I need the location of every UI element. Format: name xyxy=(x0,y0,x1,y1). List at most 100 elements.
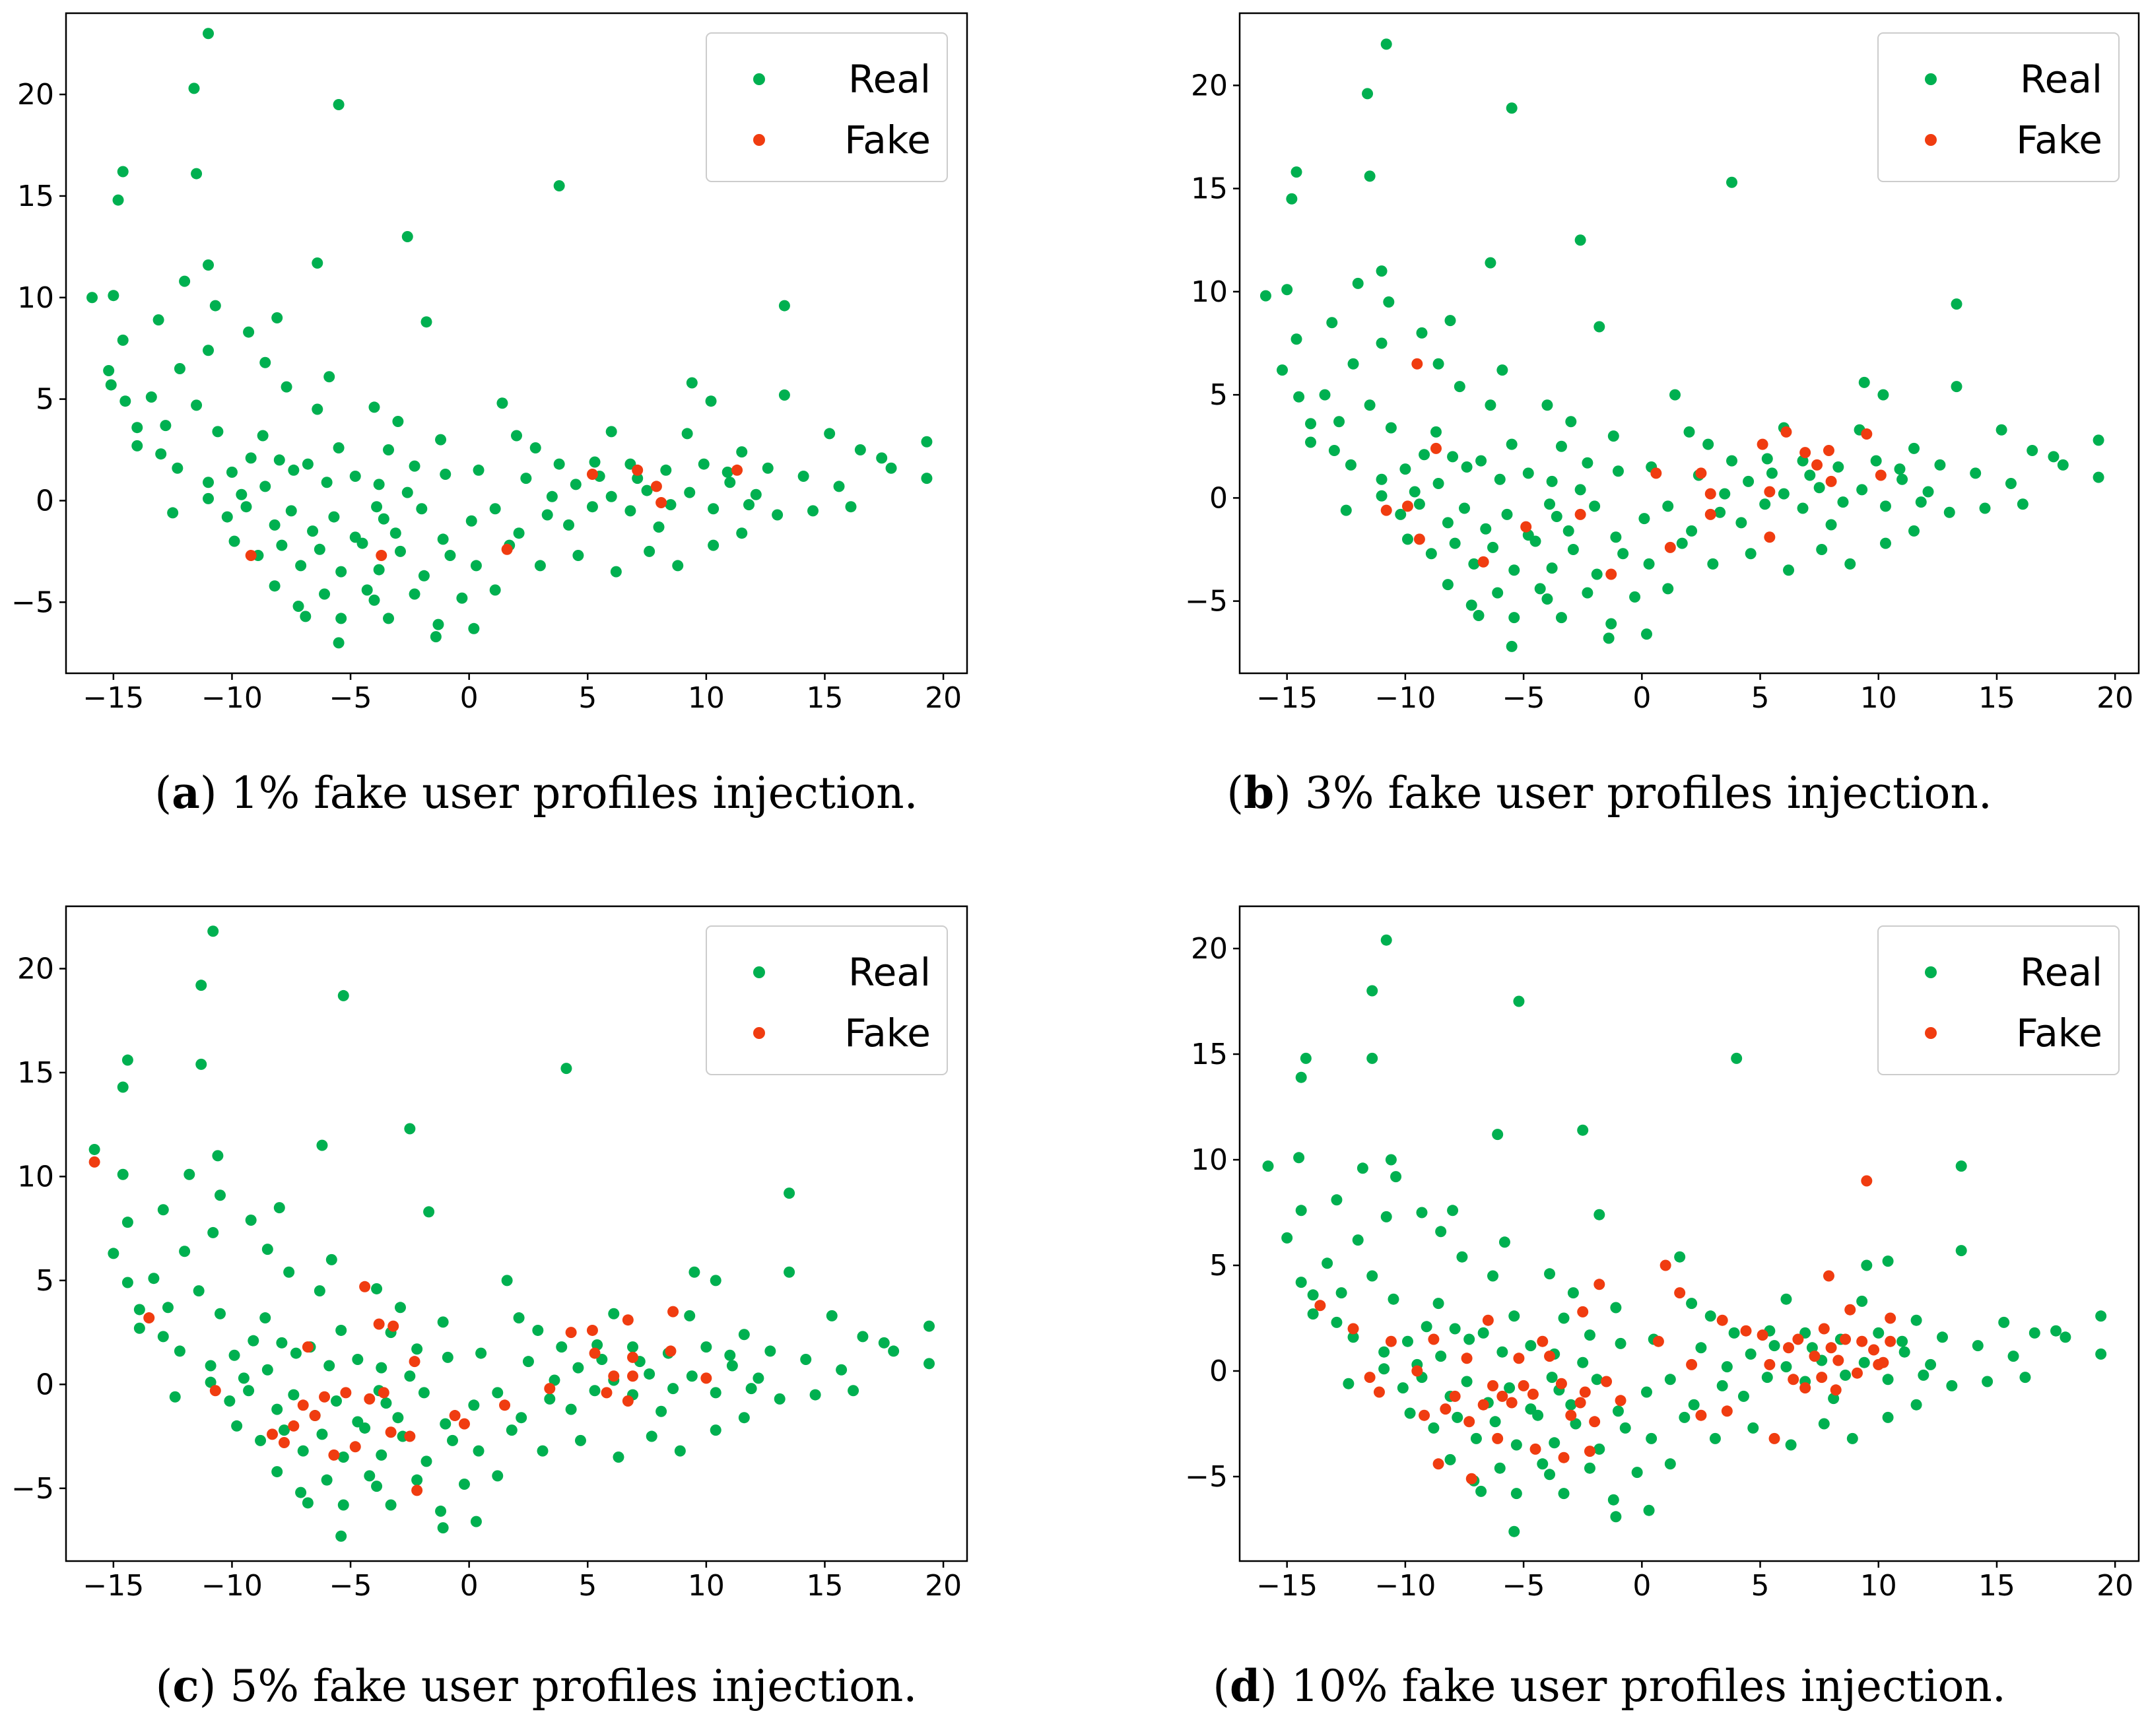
real-point xyxy=(700,1341,712,1353)
fake-point xyxy=(1844,1304,1856,1316)
real-point xyxy=(203,345,215,356)
fake-point xyxy=(665,1345,677,1357)
real-point xyxy=(255,1434,267,1446)
real-point xyxy=(1444,315,1456,327)
series-real xyxy=(1259,38,2104,652)
real-point xyxy=(556,1341,568,1353)
real-point xyxy=(2095,1310,2107,1322)
fake-point xyxy=(1885,1312,1896,1324)
real-point xyxy=(1719,488,1731,500)
real-point xyxy=(86,292,98,304)
real-point xyxy=(337,1499,349,1511)
real-point xyxy=(589,456,601,468)
real-point xyxy=(269,580,281,592)
real-point xyxy=(724,1349,736,1361)
real-point xyxy=(1404,1407,1416,1419)
real-point xyxy=(1995,424,2007,436)
real-point xyxy=(195,980,207,991)
fake-point xyxy=(1430,442,1442,454)
real-point xyxy=(290,1347,302,1359)
real-point xyxy=(708,503,720,515)
legend-real-marker xyxy=(1925,966,1937,978)
real-point xyxy=(686,377,698,389)
caption-c: (c) 5% fake user profiles injection. xyxy=(155,1660,918,1712)
real-point xyxy=(323,371,335,383)
legend-fake-label: Fake xyxy=(844,1011,931,1055)
real-point xyxy=(1295,1071,1307,1083)
real-point xyxy=(465,515,477,527)
fake-point xyxy=(1518,1380,1529,1391)
fake-point xyxy=(1529,1443,1541,1455)
y-tick-label: 10 xyxy=(1191,1143,1228,1177)
fake-point xyxy=(1823,1270,1834,1282)
real-point xyxy=(1574,234,1586,246)
real-point xyxy=(1970,467,1982,479)
real-point xyxy=(1328,445,1340,456)
real-point xyxy=(1522,467,1534,479)
real-point xyxy=(121,1054,133,1066)
real-point xyxy=(1731,1052,1743,1064)
real-point xyxy=(1508,1310,1520,1322)
real-point xyxy=(259,1312,271,1324)
x-tick-label: 5 xyxy=(1751,681,1770,715)
real-point xyxy=(710,1275,721,1286)
real-point xyxy=(1951,381,1962,393)
real-point xyxy=(383,613,395,624)
real-point xyxy=(1577,1356,1589,1368)
fake-point xyxy=(1825,475,1837,487)
x-tick-label: −15 xyxy=(83,681,144,715)
chart-panel-b: −15 −10 −5 0 5 10 15 20 −5 0 5 10 15 20 Real Fake (b) 3… xyxy=(1073,0,2146,868)
real-point xyxy=(1461,461,1473,473)
real-point xyxy=(1432,478,1444,489)
real-point xyxy=(1780,1361,1792,1373)
real-point xyxy=(2093,471,2104,483)
real-point xyxy=(1946,1380,1958,1391)
fake-point xyxy=(1432,1458,1444,1470)
real-point xyxy=(385,1499,397,1511)
fake-point xyxy=(1861,1175,1873,1187)
real-point xyxy=(1894,463,1906,475)
real-point xyxy=(655,1405,667,1417)
chart-panel-c: −15 −10 −5 0 5 10 15 20 −5 0 5 10 15 20 Real Fake (c) 5… xyxy=(0,868,1073,1736)
real-point xyxy=(411,1343,423,1355)
real-point xyxy=(1385,422,1397,434)
real-point xyxy=(1629,591,1641,603)
real-point xyxy=(572,550,584,562)
real-point xyxy=(203,492,215,504)
real-point xyxy=(1421,1321,1432,1333)
real-point xyxy=(1326,317,1338,329)
real-point xyxy=(1293,391,1305,403)
real-point xyxy=(1473,610,1485,621)
real-point xyxy=(160,420,172,432)
real-point xyxy=(745,1383,757,1395)
real-point xyxy=(430,631,442,643)
series-fake xyxy=(1380,358,1887,580)
real-point xyxy=(133,1322,145,1334)
real-point xyxy=(736,527,748,539)
fake-point xyxy=(622,1314,634,1326)
real-point xyxy=(152,314,164,326)
real-point xyxy=(1591,568,1603,580)
real-point xyxy=(1972,1340,1984,1352)
real-point xyxy=(1380,1211,1392,1222)
fake-point xyxy=(373,1318,385,1330)
y-tick-label: 0 xyxy=(1209,481,1228,515)
real-point xyxy=(1747,1422,1759,1434)
real-point xyxy=(1343,1378,1355,1389)
fake-point xyxy=(1799,1382,1811,1394)
real-point xyxy=(1643,1504,1655,1516)
real-point xyxy=(325,1253,337,1265)
real-point xyxy=(1662,500,1674,512)
real-point xyxy=(1335,1287,1347,1299)
real-point xyxy=(1951,298,1962,310)
y-tick-label: 5 xyxy=(1209,378,1228,412)
real-point xyxy=(1631,1467,1643,1479)
real-point xyxy=(1785,1439,1797,1451)
real-point xyxy=(1331,1316,1343,1328)
series-fake xyxy=(88,1156,712,1496)
real-point xyxy=(2027,445,2038,456)
fake-point xyxy=(409,1356,420,1368)
real-point xyxy=(423,1206,435,1218)
legend-fake-marker xyxy=(1925,134,1937,146)
fake-point xyxy=(601,1387,613,1399)
